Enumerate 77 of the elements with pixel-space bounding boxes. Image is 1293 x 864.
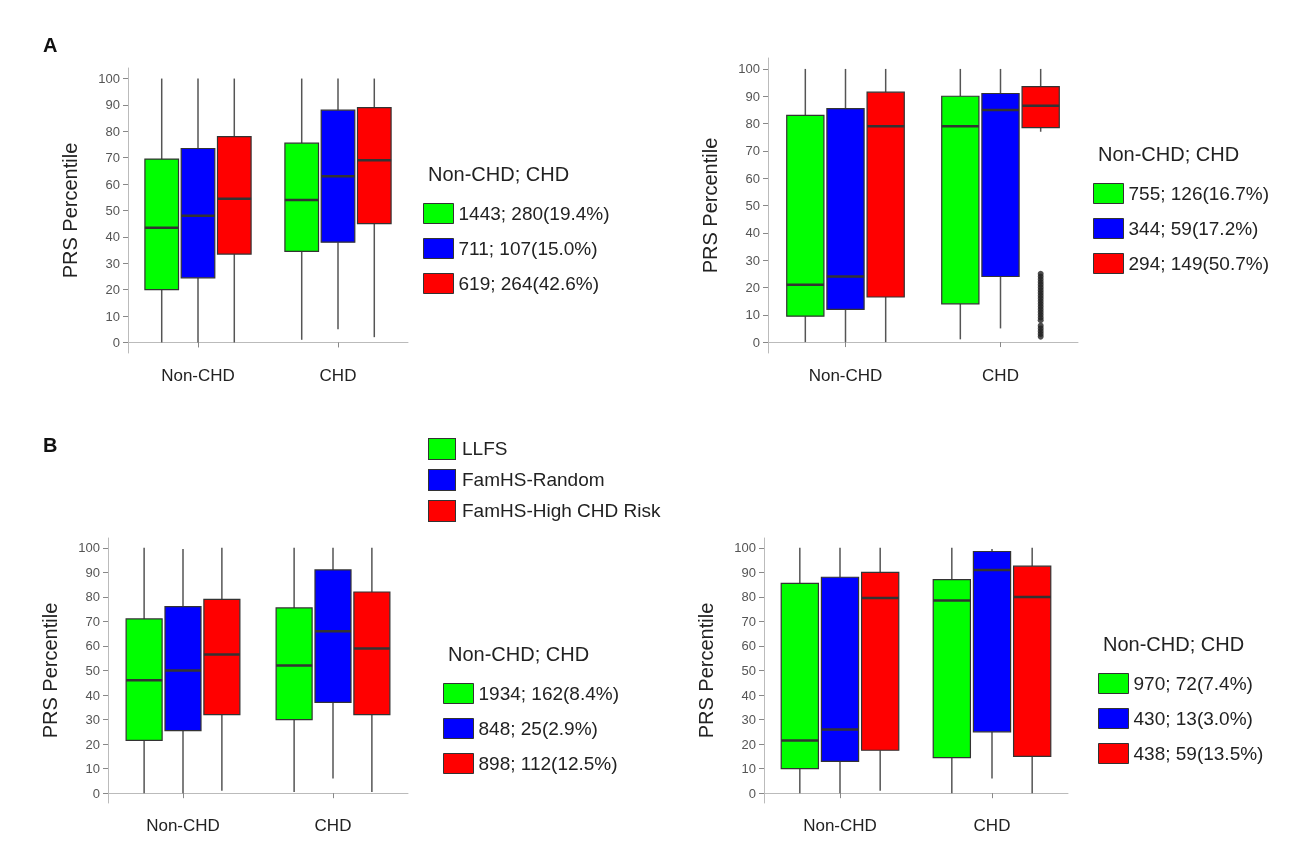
y-tick-label: 100 — [734, 540, 756, 556]
y-tick-label: 30 — [745, 252, 760, 268]
legend-label: 344; 59(17.2%) — [1128, 218, 1259, 239]
y-tick-label: 10 — [745, 307, 760, 323]
y-tick-label: 100 — [78, 540, 100, 556]
y-tick-label: 50 — [85, 663, 100, 678]
y-tick-label: 50 — [741, 663, 756, 678]
category-label: FamHS-High CHD Risk — [462, 499, 661, 522]
legend-label: 294; 149(50.7%) — [1128, 253, 1269, 274]
y-tick-label: 90 — [105, 97, 120, 113]
x-tick-label: Non-CHD — [146, 816, 220, 835]
x-tick-label: Non-CHD — [803, 816, 877, 835]
legend-title: Non-CHD; CHD — [428, 163, 570, 185]
legend-label: 970; 72(7.4%) — [1133, 673, 1253, 694]
y-tick-label: 40 — [745, 225, 760, 241]
y-tick-label: 100 — [98, 71, 120, 87]
y-tick-label: 0 — [748, 785, 756, 801]
legend-label: 1443; 280(19.4%) — [458, 203, 610, 224]
y-tick-label: 90 — [745, 88, 760, 104]
y-tick-label: 80 — [105, 123, 120, 139]
y-axis-title: PRS Percentile — [59, 142, 81, 279]
legend-label: 1934; 162(8.4%) — [478, 683, 619, 704]
legend-label: 619; 264(42.6%) — [458, 273, 599, 294]
x-tick-label: Non-CHD — [808, 366, 883, 385]
y-tick-label: 60 — [85, 638, 100, 654]
y-tick-label: 70 — [741, 613, 756, 629]
category-label: FamHS-Random — [462, 468, 605, 491]
y-tick-label: 90 — [85, 564, 100, 580]
legend-title: Non-CHD; CHD — [1103, 633, 1245, 655]
category-label: LLFS — [462, 437, 508, 460]
y-tick-label: 70 — [105, 150, 120, 166]
y-tick-label: 60 — [745, 170, 760, 186]
x-tick-label: CHD — [982, 366, 1019, 385]
y-tick-label: 90 — [741, 564, 756, 580]
legend-label: 430; 13(3.0%) — [1133, 708, 1253, 729]
x-tick-label: CHD — [319, 366, 357, 385]
legend-label: 755; 126(16.7%) — [1128, 183, 1269, 204]
y-tick-label: 70 — [745, 143, 760, 159]
legend-label: 848; 25(2.9%) — [478, 718, 598, 739]
legend-title: Non-CHD; CHD — [448, 643, 590, 665]
y-axis-title: PRS Percentile — [699, 137, 721, 274]
y-tick-label: 80 — [745, 116, 760, 132]
y-tick-label: 80 — [741, 589, 756, 605]
chart-title: A — [43, 34, 58, 56]
y-tick-label: 10 — [105, 308, 120, 324]
legend-label: 438; 59(13.5%) — [1133, 743, 1264, 764]
y-tick-label: 0 — [752, 334, 760, 350]
y-tick-label: 20 — [85, 736, 100, 752]
y-tick-label: 80 — [85, 589, 100, 605]
y-tick-label: 20 — [745, 279, 760, 295]
chart-title: B — [43, 434, 58, 456]
y-tick-label: 30 — [741, 712, 756, 728]
y-tick-label: 60 — [105, 176, 120, 192]
y-tick-label: 60 — [741, 638, 756, 654]
x-tick-label: Non-CHD — [161, 366, 235, 385]
y-tick-label: 50 — [745, 198, 760, 213]
y-tick-label: 40 — [85, 687, 100, 703]
x-tick-label: CHD — [973, 816, 1011, 835]
y-tick-label: 100 — [738, 61, 760, 77]
legend-title: Non-CHD; CHD — [1098, 143, 1240, 165]
y-axis-title: PRS Percentile — [39, 602, 61, 739]
y-axis-title: PRS Percentile — [695, 602, 717, 739]
y-tick-label: 20 — [105, 282, 120, 298]
legend-label: 898; 112(12.5%) — [478, 753, 618, 774]
y-tick-label: 30 — [85, 712, 100, 728]
y-tick-label: 20 — [741, 736, 756, 752]
y-tick-label: 0 — [112, 334, 120, 350]
y-tick-label: 30 — [105, 255, 120, 271]
x-tick-label: CHD — [314, 816, 352, 835]
y-tick-label: 40 — [741, 687, 756, 703]
y-tick-label: 10 — [741, 761, 756, 777]
y-tick-label: 50 — [105, 203, 120, 218]
y-tick-label: 40 — [105, 229, 120, 245]
y-tick-label: 0 — [92, 785, 100, 801]
y-tick-label: 10 — [85, 761, 100, 777]
y-tick-label: 70 — [85, 613, 100, 629]
legend-label: 711; 107(15.0%) — [458, 238, 598, 259]
